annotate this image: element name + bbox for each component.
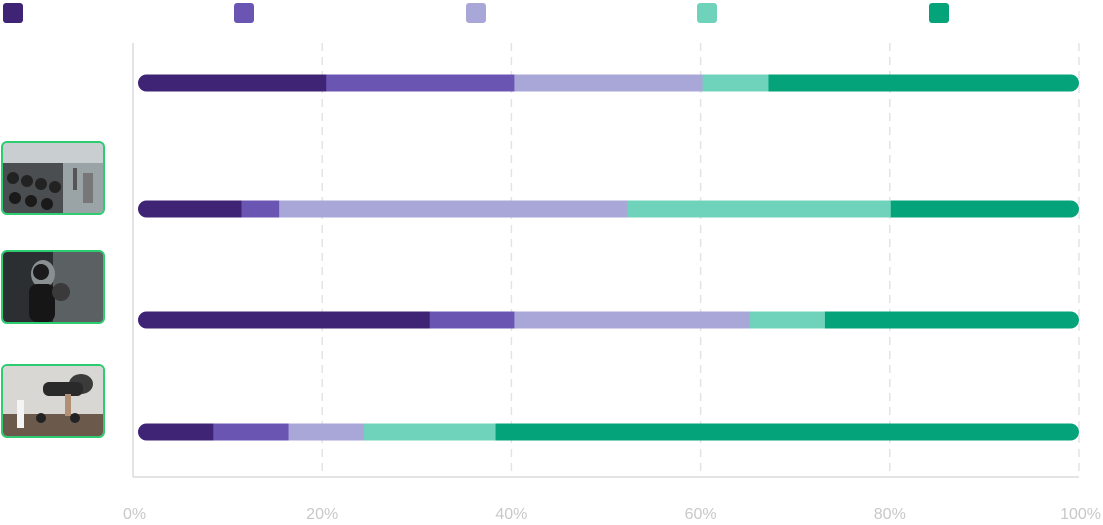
boxing-athlete-photo [1,250,105,324]
legend-swatch [234,3,254,23]
x-tick-label: 40% [495,506,527,523]
x-tick-label: 20% [306,506,338,523]
bar-segment [138,74,327,92]
bar-segment [768,74,1079,92]
bar-segment [138,423,214,441]
bar-segment [241,200,280,218]
bar-segment [627,200,892,218]
bar-segment [279,200,628,218]
bar-segment [138,311,431,329]
bar-segment [514,74,704,92]
gym-dumbbell-rack-photo [1,141,105,215]
bar-segment [138,200,243,218]
pushup-dumbbells-photo [1,364,105,438]
x-tick-label: 60% [685,506,717,523]
bar-segment [702,74,769,92]
bar-segment [824,311,1079,329]
bar-segment [288,423,365,441]
bar-segment [429,311,515,329]
bar-segment [363,423,497,441]
legend-swatch [466,3,486,23]
x-tick-label: 80% [874,506,906,523]
bar-segment [213,423,290,441]
bar-segment [749,311,826,329]
x-tick-label: 100% [1060,506,1101,523]
bar-segment [495,423,1079,441]
bar-segment [326,74,515,92]
x-tick-label: 0% [123,506,146,523]
legend-swatch [3,3,23,23]
bar-segment [890,200,1079,218]
bar-segment [514,311,751,329]
legend-swatch [929,3,949,23]
legend-swatch [697,3,717,23]
